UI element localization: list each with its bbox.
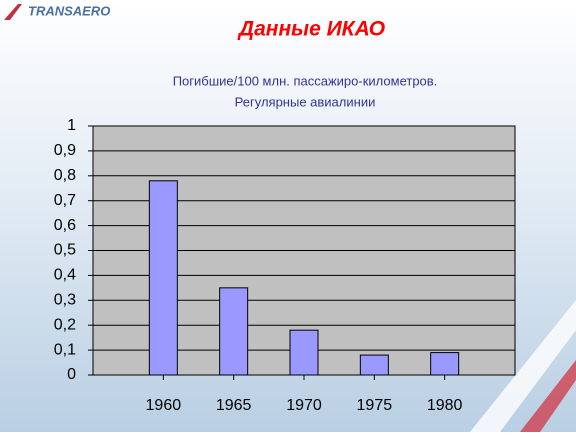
x-tick-label: 1975 <box>357 397 393 414</box>
chart-subtitle: Регулярные авиалинии <box>235 94 376 109</box>
decor <box>520 360 576 432</box>
x-tick-label: 1970 <box>286 397 322 414</box>
y-tick-label: 0,2 <box>54 316 76 333</box>
bar <box>148 180 178 376</box>
bar <box>289 329 319 376</box>
logo-mark <box>4 4 22 20</box>
x-tick-label: 1980 <box>427 397 463 414</box>
bar <box>430 352 460 376</box>
y-tick-label: 1 <box>67 117 76 134</box>
y-tick-label: 0,5 <box>54 242 76 259</box>
y-tick-label: 0,7 <box>54 192 76 209</box>
y-tick-label: 0,8 <box>54 167 76 184</box>
y-tick-label: 0 <box>67 366 76 383</box>
y-tick-label: 0,3 <box>54 292 76 309</box>
chart-title: Данные ИКАО <box>237 18 385 41</box>
x-tick-label: 1965 <box>216 397 252 414</box>
x-tick-label: 1960 <box>146 397 182 414</box>
decor <box>470 300 576 432</box>
y-tick-label: 0,1 <box>54 341 76 358</box>
chart-subtitle: Погибшие/100 млн. пассажиро-километров. <box>173 73 438 88</box>
y-tick-label: 0,6 <box>54 217 76 234</box>
logo: TRANSAERO <box>28 3 110 18</box>
y-tick-label: 0,9 <box>54 142 76 159</box>
bar <box>359 354 389 376</box>
y-tick-label: 0,4 <box>54 267 76 284</box>
bar <box>219 287 249 376</box>
